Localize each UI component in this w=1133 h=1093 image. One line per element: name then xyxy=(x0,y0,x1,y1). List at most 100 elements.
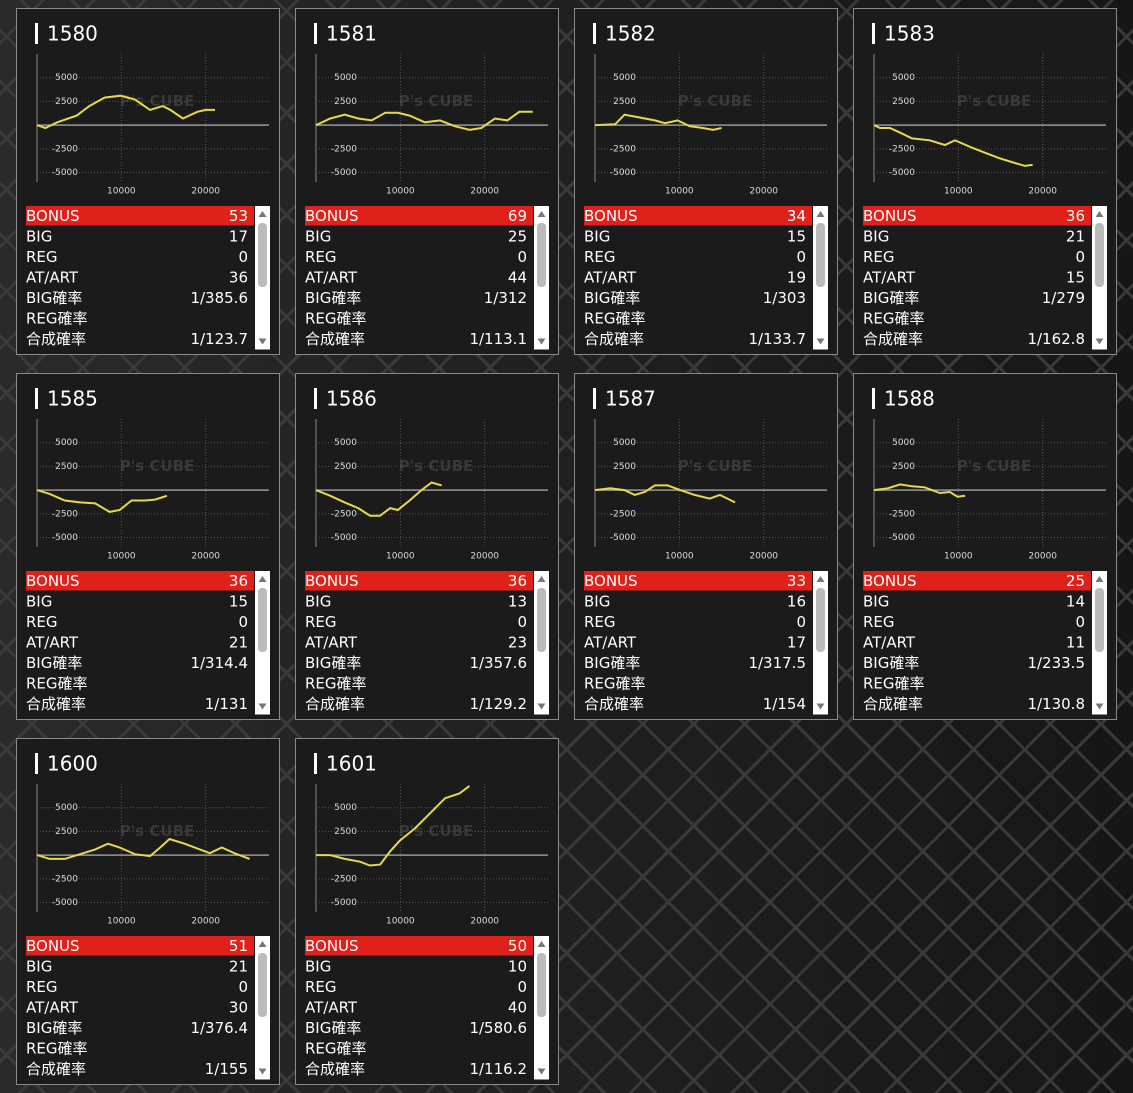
row-label: BIG確率 xyxy=(584,654,640,672)
row-label: BONUS xyxy=(584,572,638,590)
scroll-up[interactable] xyxy=(1095,211,1104,217)
row-value: 1/131 xyxy=(205,695,248,713)
machine-card: 1583 P's CUBE 5000 2500 -2500 -5000 10000 20000… xyxy=(853,8,1117,355)
scroll-down[interactable] xyxy=(1095,703,1104,710)
row-label: REG確率 xyxy=(863,309,925,327)
row-value: 0 xyxy=(238,248,248,266)
scroll-up[interactable] xyxy=(258,211,267,217)
card-title: 1581 xyxy=(326,22,377,46)
card-title: 1585 xyxy=(47,387,98,411)
card-title: 1583 xyxy=(884,22,935,46)
scroll-down[interactable] xyxy=(258,1068,267,1075)
row-label: BONUS xyxy=(584,207,638,225)
scroll-up[interactable] xyxy=(816,211,825,217)
scroll-up[interactable] xyxy=(537,576,546,582)
row-value: 1/357.6 xyxy=(469,654,527,672)
scroll-down[interactable] xyxy=(537,703,546,710)
scroll-down[interactable] xyxy=(258,703,267,710)
scrollbar-thumb xyxy=(1095,588,1104,652)
row-label: REG確率 xyxy=(305,1039,367,1057)
row-value: 50 xyxy=(508,937,527,955)
row-label: AT/ART xyxy=(584,268,637,286)
row-value: 51 xyxy=(229,937,248,955)
y-tick-label: -2500 xyxy=(610,144,636,154)
row-value: 36 xyxy=(229,268,248,286)
x-tick-label: 10000 xyxy=(386,187,415,197)
row-value: 0 xyxy=(517,248,527,266)
row-label: BONUS xyxy=(305,572,359,590)
y-tick-label: -2500 xyxy=(610,509,636,519)
scrollbar-thumb xyxy=(537,223,546,287)
row-value: 1/233.5 xyxy=(1027,654,1085,672)
y-tick-label: -2500 xyxy=(889,509,915,519)
card-title: 1601 xyxy=(326,752,377,776)
scroll-up[interactable] xyxy=(1095,576,1104,582)
row-label: REG xyxy=(863,613,895,631)
highlight-row xyxy=(863,571,1091,591)
scrollbar-thumb xyxy=(1095,223,1104,287)
row-value: 1/376.4 xyxy=(190,1019,248,1037)
row-label: REG xyxy=(863,248,895,266)
row-label: BIG xyxy=(584,227,610,245)
row-label: AT/ART xyxy=(305,998,358,1016)
y-tick-label: 5000 xyxy=(892,73,915,83)
x-tick-label: 20000 xyxy=(749,187,778,197)
x-tick-label: 20000 xyxy=(470,552,499,562)
row-label: REG確率 xyxy=(305,309,367,327)
scroll-down[interactable] xyxy=(816,703,825,710)
scroll-down[interactable] xyxy=(1095,338,1104,345)
y-tick-label: -5000 xyxy=(610,533,636,543)
row-label: AT/ART xyxy=(26,998,79,1016)
card-title: 1582 xyxy=(605,22,656,46)
row-value: 30 xyxy=(229,998,248,1016)
scroll-down[interactable] xyxy=(537,1068,546,1075)
highlight-row xyxy=(584,571,812,591)
row-value: 44 xyxy=(508,268,527,286)
title-bar xyxy=(872,23,875,44)
data-line xyxy=(873,483,966,498)
data-line xyxy=(594,113,722,131)
x-tick-label: 10000 xyxy=(386,917,415,927)
y-tick-label: 2500 xyxy=(613,97,636,107)
y-tick-label: 5000 xyxy=(334,73,357,83)
row-value: 0 xyxy=(796,248,806,266)
row-label: BONUS xyxy=(26,572,80,590)
x-tick-label: 10000 xyxy=(665,552,694,562)
x-tick-label: 10000 xyxy=(107,917,136,927)
row-label: REG確率 xyxy=(26,309,88,327)
y-tick-label: -2500 xyxy=(331,509,357,519)
row-label: AT/ART xyxy=(26,268,79,286)
x-tick-label: 10000 xyxy=(944,187,973,197)
y-tick-label: -5000 xyxy=(331,533,357,543)
data-line xyxy=(36,837,250,860)
scroll-up[interactable] xyxy=(258,576,267,582)
scroll-up[interactable] xyxy=(816,576,825,582)
scroll-down[interactable] xyxy=(258,338,267,345)
x-tick-label: 20000 xyxy=(470,917,499,927)
row-label: 合成確率 xyxy=(26,1060,86,1078)
scroll-up[interactable] xyxy=(537,211,546,217)
scroll-up[interactable] xyxy=(537,941,546,947)
row-label: REG xyxy=(305,978,337,996)
row-label: BIG確率 xyxy=(305,1019,361,1037)
row-label: BIG xyxy=(305,592,331,610)
row-label: BONUS xyxy=(863,572,917,590)
scroll-down[interactable] xyxy=(537,338,546,345)
x-tick-label: 10000 xyxy=(107,552,136,562)
data-line xyxy=(36,489,168,513)
scroll-down[interactable] xyxy=(816,338,825,345)
row-value: 1/113.1 xyxy=(469,330,527,348)
row-value: 1/385.6 xyxy=(190,289,248,307)
title-bar xyxy=(314,23,317,44)
y-tick-label: 5000 xyxy=(892,438,915,448)
row-value: 36 xyxy=(1066,207,1085,225)
row-value: 1/129.2 xyxy=(469,695,527,713)
scroll-up[interactable] xyxy=(258,941,267,947)
highlight-row xyxy=(305,571,533,591)
row-value: 40 xyxy=(508,998,527,1016)
